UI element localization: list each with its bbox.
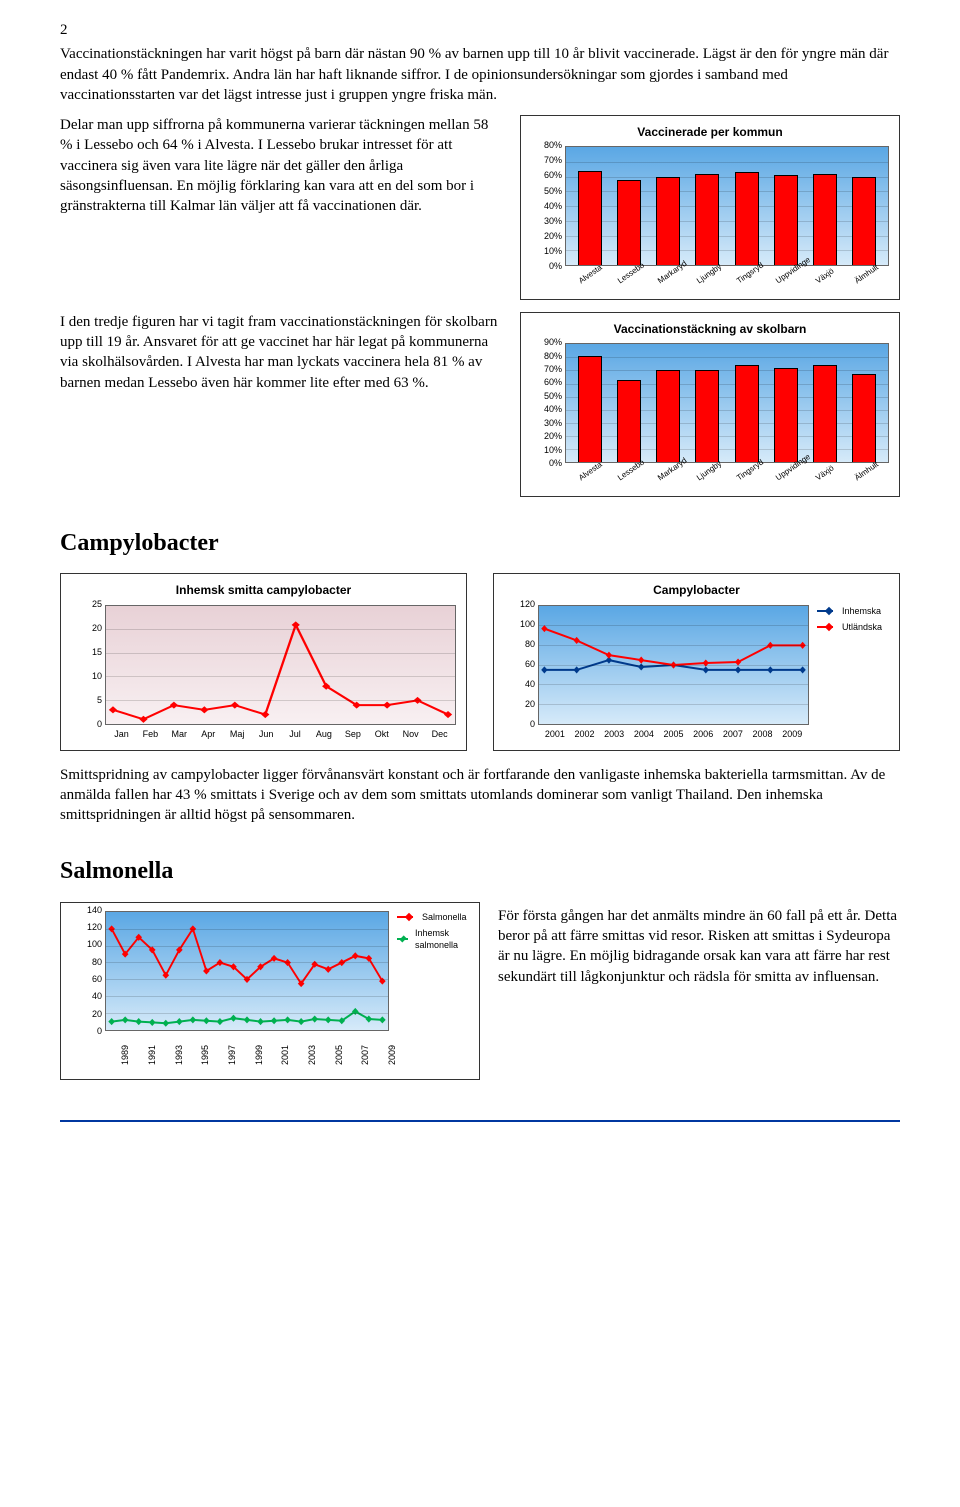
campylobacter-para: Smittspridning av campylobacter ligger f…: [60, 765, 900, 826]
para-2: I den tredje figuren har vi tagit fram v…: [60, 312, 502, 393]
chart-bar: [695, 174, 719, 265]
line-chart-3: 1401201008060402001989199119931995199719…: [60, 902, 480, 1080]
para-1: Delar man upp siffrorna på kommunerna va…: [60, 115, 502, 216]
page-number: 2: [60, 20, 900, 40]
row-chart-2: I den tredje figuren har vi tagit fram v…: [60, 312, 900, 497]
chart-bar: [852, 177, 876, 266]
chart-bar: [813, 365, 837, 462]
chart-legend: Inhemska Utländska: [809, 605, 889, 633]
chart-bar: [656, 370, 680, 462]
line-chart-2: Campylobacter120100806040200200120022003…: [493, 573, 900, 750]
chart-bar: [617, 180, 641, 266]
campylobacter-charts: Inhemsk smitta campylobacter2520151050Ja…: [60, 573, 900, 750]
footer-rule: [60, 1120, 900, 1122]
chart-title: Campylobacter: [504, 582, 889, 598]
chart-title: Vaccinerade per kommun: [531, 124, 889, 140]
line-chart-1: Inhemsk smitta campylobacter2520151050Ja…: [60, 573, 467, 750]
chart-bar: [774, 368, 798, 462]
legend-item: Inhemsk salmonella: [397, 927, 469, 951]
chart-bar: [774, 175, 798, 265]
legend-item: Inhemska: [817, 605, 889, 617]
legend-item: Salmonella: [397, 911, 469, 923]
salmonella-para: För första gången har det anmälts mindre…: [498, 906, 900, 987]
chart-bar: [735, 365, 759, 462]
chart-bar: [735, 172, 759, 265]
row-chart-1: Delar man upp siffrorna på kommunerna va…: [60, 115, 900, 300]
campylobacter-heading: Campylobacter: [60, 527, 900, 559]
chart-title: Inhemsk smitta campylobacter: [71, 582, 456, 598]
bar-chart-1: Vaccinerade per kommun80%70%60%50%40%30%…: [520, 115, 900, 300]
legend-item: Utländska: [817, 621, 889, 633]
chart-bar: [695, 370, 719, 462]
chart-legend: Salmonella Inhemsk salmonella: [389, 911, 469, 951]
bar-chart-2: Vaccinationstäckning av skolbarn90%80%70…: [520, 312, 900, 497]
row-salmonella: 1401201008060402001989199119931995199719…: [60, 902, 900, 1080]
chart-bar: [578, 356, 602, 462]
chart-title: Vaccinationstäckning av skolbarn: [531, 321, 889, 337]
salmonella-heading: Salmonella: [60, 855, 900, 887]
chart-bar: [578, 171, 602, 265]
chart-bar: [813, 174, 837, 265]
chart-bar: [656, 177, 680, 266]
chart-bar: [617, 380, 641, 463]
intro-text: Vaccinationstäckningen har varit högst p…: [60, 44, 900, 105]
chart-bar: [852, 374, 876, 462]
